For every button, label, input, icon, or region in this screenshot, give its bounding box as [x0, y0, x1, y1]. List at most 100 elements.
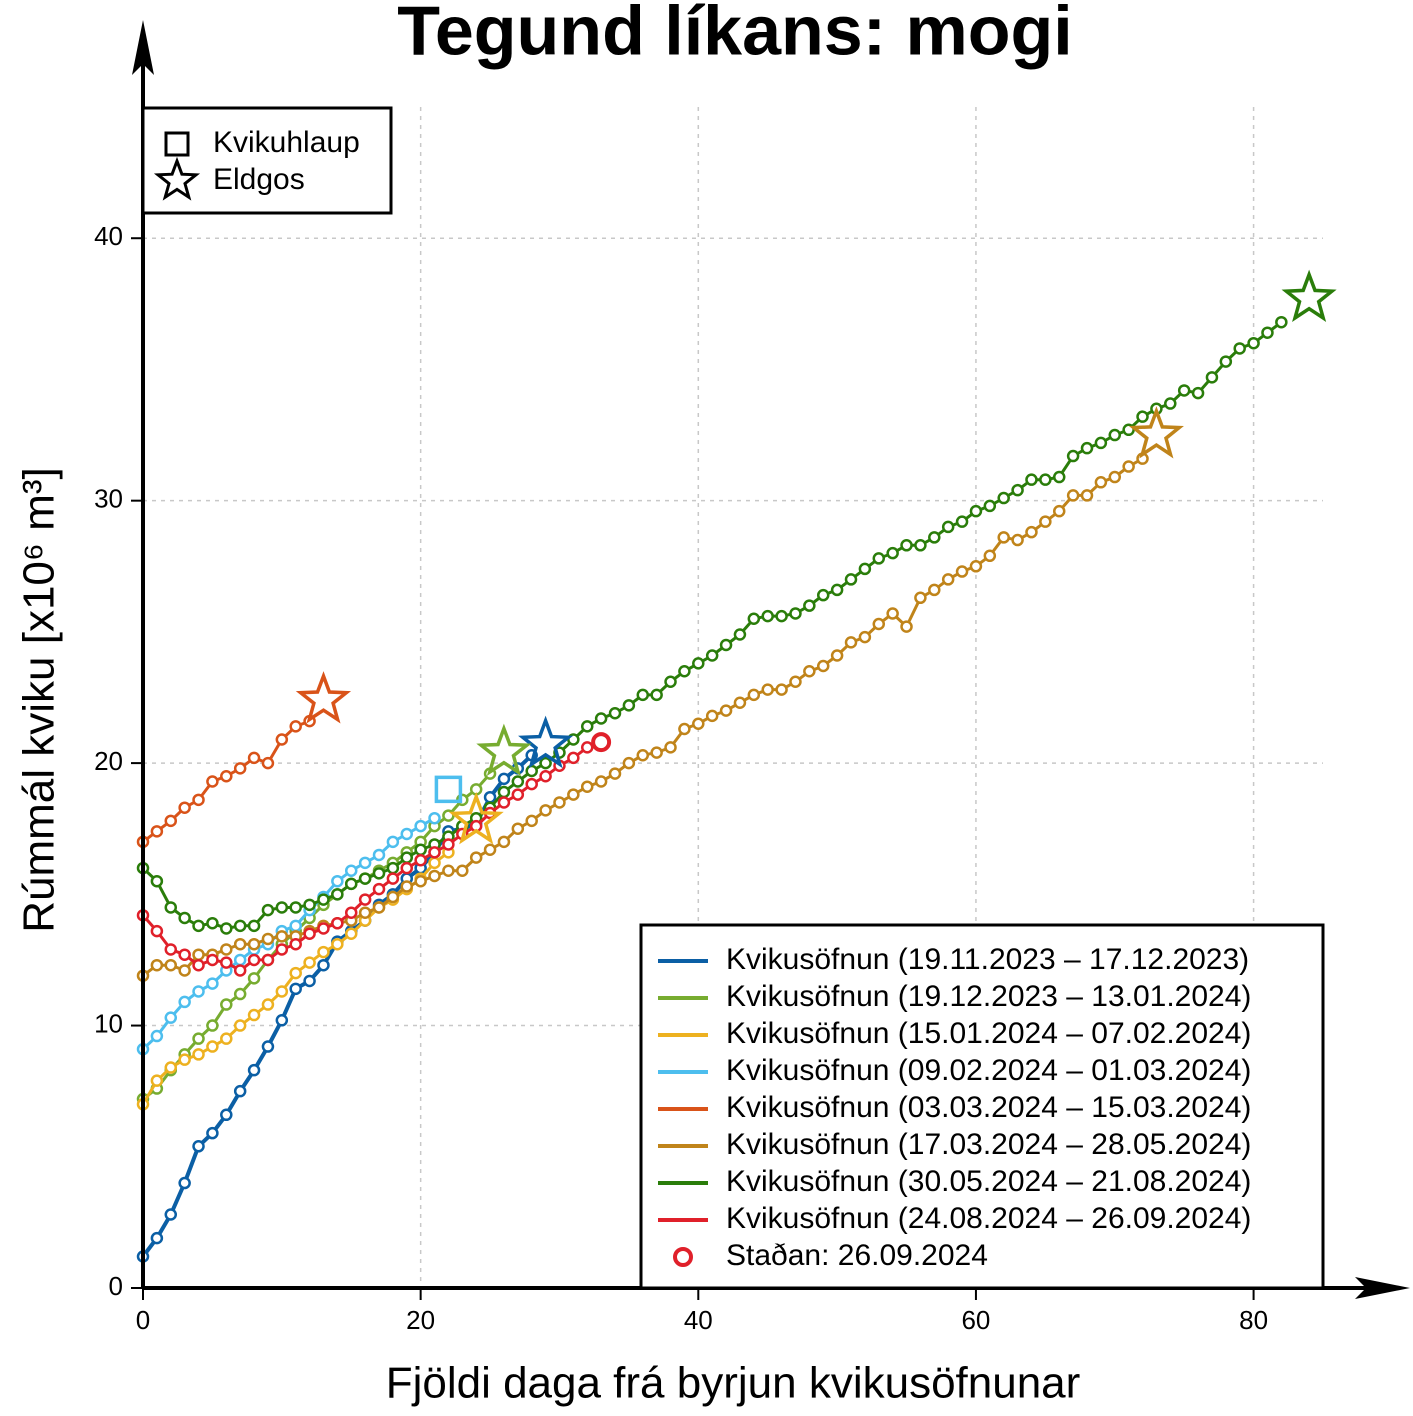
- data-point: [386, 872, 400, 885]
- data-point: [539, 756, 552, 770]
- data-point: [1177, 384, 1191, 397]
- data-point: [247, 919, 261, 933]
- data-point: [331, 874, 344, 888]
- data-point: [233, 1084, 247, 1098]
- data-point: [261, 998, 275, 1011]
- data-point: [192, 1032, 205, 1045]
- data-point: [761, 609, 774, 623]
- data-point: [1261, 326, 1274, 339]
- star-marker: [1128, 406, 1184, 459]
- data-point: [206, 1126, 219, 1140]
- x-tick-label: 40: [684, 1305, 713, 1335]
- y-tick-label: 40: [94, 221, 123, 251]
- data-point: [497, 835, 511, 849]
- data-point: [442, 864, 455, 877]
- data-point: [275, 1014, 289, 1027]
- data-point: [955, 565, 969, 578]
- data-point: [261, 903, 275, 917]
- data-point: [206, 775, 219, 788]
- data-point: [747, 688, 761, 702]
- data-point: [344, 877, 358, 891]
- data-point: [886, 607, 899, 620]
- data-point: [1025, 473, 1038, 486]
- data-point: [442, 838, 455, 851]
- data-point: [525, 814, 538, 828]
- data-point: [192, 948, 205, 961]
- data-point: [483, 843, 497, 856]
- data-point: [1233, 342, 1246, 355]
- data-point: [400, 851, 414, 864]
- data-point: [233, 937, 247, 951]
- square-marker: [434, 775, 463, 804]
- star-marker: [518, 715, 574, 769]
- data-point: [608, 706, 622, 720]
- data-point: [525, 764, 538, 778]
- data-point: [372, 882, 386, 896]
- data-point: [289, 966, 302, 980]
- legend-label: Kvikusöfnun (09.02.2024 – 01.03.2024): [726, 1054, 1251, 1087]
- series-line: [142, 457, 1144, 977]
- series-line: [141, 816, 436, 1051]
- data-point: [289, 720, 302, 733]
- data-point: [775, 609, 788, 623]
- data-point: [220, 922, 233, 935]
- data-point: [428, 846, 441, 859]
- data-point: [317, 945, 330, 959]
- data-point: [220, 1108, 233, 1122]
- data-point: [192, 1048, 205, 1061]
- data-point: [941, 520, 955, 534]
- data-point: [567, 751, 580, 765]
- data-point: [317, 893, 330, 906]
- data-point: [705, 649, 719, 662]
- data-point: [164, 958, 178, 972]
- data-point: [997, 531, 1010, 544]
- legend-label: Kvikuhlaup: [213, 126, 360, 159]
- data-point: [275, 943, 289, 956]
- data-point: [553, 796, 566, 809]
- data-point: [358, 906, 372, 919]
- data-point: [775, 683, 788, 696]
- data-point: [275, 985, 289, 998]
- data-point: [372, 901, 386, 914]
- data-point: [497, 785, 511, 799]
- data-point: [594, 712, 608, 725]
- data-point: [150, 874, 164, 888]
- data-point: [192, 1140, 205, 1153]
- data-point: [428, 811, 441, 825]
- data-point: [206, 916, 219, 930]
- data-point: [761, 683, 774, 696]
- data-point: [914, 539, 927, 552]
- data-point: [261, 756, 275, 770]
- y-tick-label: 10: [94, 1008, 123, 1038]
- data-point: [247, 953, 261, 967]
- data-point: [858, 630, 872, 644]
- data-point: [344, 864, 358, 877]
- data-point: [580, 741, 594, 754]
- data-point: [400, 827, 414, 841]
- data-point: [178, 964, 191, 977]
- series-line: [141, 321, 1283, 931]
- star-marker: [1281, 269, 1337, 323]
- data-point: [317, 922, 330, 935]
- data-point: [164, 901, 178, 914]
- data-point: [664, 675, 677, 689]
- data-point: [1275, 315, 1288, 329]
- data-point: [275, 930, 289, 943]
- data-point: [525, 777, 538, 791]
- data-point: [719, 704, 733, 717]
- data-point: [844, 636, 858, 649]
- data-point: [386, 835, 400, 849]
- data-point: [192, 958, 205, 972]
- data-point: [650, 688, 663, 702]
- data-point: [1025, 525, 1038, 539]
- data-point: [719, 638, 733, 652]
- star-marker: [476, 723, 532, 777]
- data-point: [636, 688, 650, 702]
- data-point: [1080, 441, 1094, 455]
- data-point: [733, 696, 747, 709]
- data-point: [511, 775, 525, 788]
- series-legend: Kvikusöfnun (19.11.2023 – 17.12.2023) Kvi…: [639, 923, 1325, 1290]
- data-point: [220, 943, 233, 956]
- data-point: [816, 659, 830, 673]
